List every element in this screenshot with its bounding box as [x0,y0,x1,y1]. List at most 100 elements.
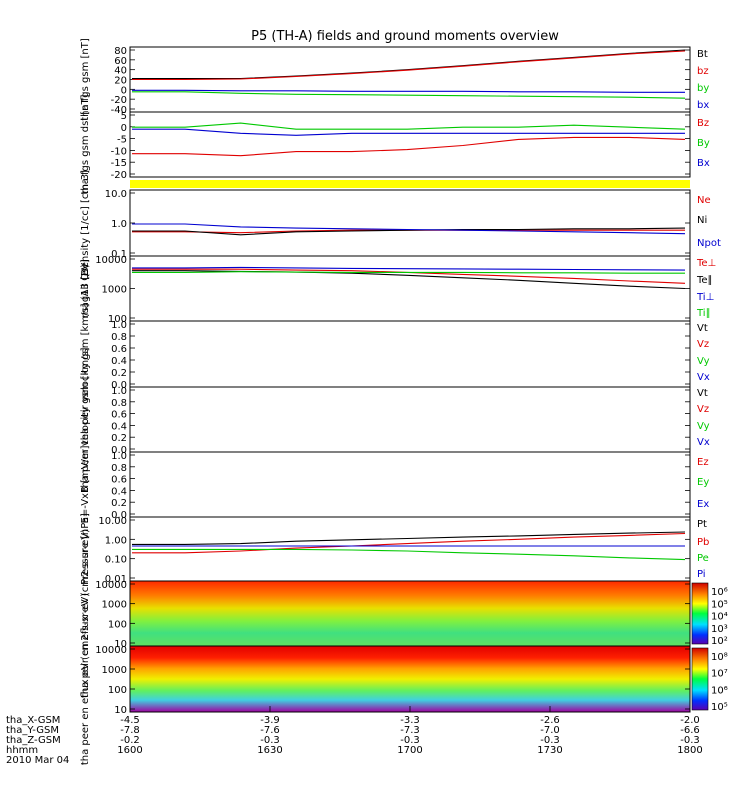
panel-frame [129,386,691,453]
y-tick-label: -20 [111,170,127,181]
colorbar-label: 10⁸ [711,652,728,663]
y-tick-label: 1.0 [111,451,127,462]
footer-row-label: 2010 Mar 04 [6,755,69,766]
colorbar-peir_spec [691,582,709,645]
colorbar-label: 10⁵ [711,702,728,713]
panel-frame [129,320,691,388]
y-tick-label: 10000 [95,645,127,656]
series-line-Pe [132,548,686,561]
y-tick-label: 1.0 [111,219,127,230]
legend-bz: bz [697,66,709,77]
y-tick-label: 80 [114,46,127,57]
colorbar-label: 10³ [711,624,728,635]
series-line-Pb [132,532,686,554]
legend-By: By [697,138,710,149]
legend-Vz: Vz [697,339,709,350]
series-line-Ni [132,227,686,236]
series-line-Bz [132,136,686,157]
y-tick-label: 10000 [95,255,127,266]
panel-pressure: 10.00 1.00 0.10 0.01 Pressure [nPa] Pt Pb Pe Pi [80,513,709,585]
y-tick-label: 20 [114,76,127,87]
legend-Pi: Pi [697,569,706,580]
footer-row-label: hhmm [6,745,38,756]
legend-Pt: Pt [697,519,707,530]
y-axis-label: tha peer velocity gsm [km/s] [80,347,91,491]
y-tick-label: -5 [117,135,127,146]
y-tick-label: 40 [114,66,127,77]
x-tick-label: -0.3 [400,735,420,746]
legend-Bz: Bz [697,118,709,129]
y-tick-label: 0.0 [111,510,127,521]
x-tick-label: -0.3 [260,735,280,746]
y-tick-label: 0.6 [111,344,127,355]
legend-Vy: Vy [697,421,710,432]
x-tick-label: 1600 [117,745,142,756]
y-tick-label: 0.01 [105,574,127,585]
y-tick-label: 0 [121,123,127,134]
y-tick-label: 5 [121,111,127,122]
y-tick-label: 0.4 [111,421,127,432]
y-axis-label: tha peir velocity gsm [km/s] (All Qs) [80,264,91,445]
series-line-bx [132,89,685,93]
y-axis-label: Density [1/cc] [cm-3] [80,170,91,276]
x-tick-label: -7.0 [540,725,560,736]
y-tick-label: 100 [108,685,127,696]
legend-Ti∥: Ti∥ [696,308,711,319]
y-tick-label: 0.8 [111,332,127,343]
x-tick-label: -7.3 [400,725,420,736]
x-tick-label: -3.9 [260,715,280,726]
y-tick-label: 1.00 [105,535,127,546]
series-line-By [132,122,686,130]
y-axis-label: mag13 [eV] [80,259,91,318]
y-tick-label: 10 [114,705,127,716]
footer-row-label: tha_Z-GSM [6,735,61,746]
panel-temperature: 10000 1000 100 mag13 [eV] Te⊥ Te∥ Ti⊥ Ti∥ [80,255,716,325]
x-tick-label: 1800 [677,745,702,756]
footer-row-label: tha_X-GSM [6,715,60,726]
colorbar-label: 10⁴ [711,612,728,623]
y-tick-label: 10.0 [105,189,127,200]
legend-Ni: Ni [697,215,707,226]
yellow-flag-bar [130,180,690,188]
y-tick-label: 1.0 [111,320,127,331]
series-line-Bx [132,128,685,136]
y-tick-label: 10000 [95,580,127,591]
series-line-Ti∥ [132,271,685,274]
series-line-by [132,91,686,99]
spectrogram-peer_spec [130,646,690,712]
y-axis-label: tha peir en eflux eV (cm2-s-sr-eV) [80,529,91,698]
legend-Vt: Vt [697,323,708,334]
x-tick-label: -2.0 [680,715,700,726]
y-tick-label: 1000 [102,600,127,611]
figure-title: P5 (TH-A) fields and ground moments over… [251,29,559,44]
series-line-Npot [132,223,686,235]
x-tick-label: -0.2 [120,735,140,746]
colorbar-label: 10⁶ [711,685,728,696]
y-tick-label: -40 [111,105,127,116]
x-tick-label: 1700 [397,745,422,756]
y-tick-label: 0 [121,85,127,96]
colorbar-label: 10⁶ [711,587,728,598]
legend-Ne: Ne [697,195,711,206]
panel-frame [129,255,691,322]
x-tick-label: -7.8 [120,725,140,736]
y-axis-label: Pressure [nPa] [80,513,91,585]
x-tick-label: -2.6 [540,715,560,726]
panel-frame [129,111,691,178]
colorbar-label: 10² [711,636,728,647]
y-tick-label: 0.8 [111,398,127,409]
y-tick-label: 0.0 [111,445,127,456]
legend-Pe: Pe [697,553,709,564]
y-axis-label: E=-VxB [mV/m] [80,445,91,523]
y-tick-label: 10 [114,639,127,650]
y-axis-label: tha peer en eflux eV (cm2-s-sr-eV) [80,593,91,765]
